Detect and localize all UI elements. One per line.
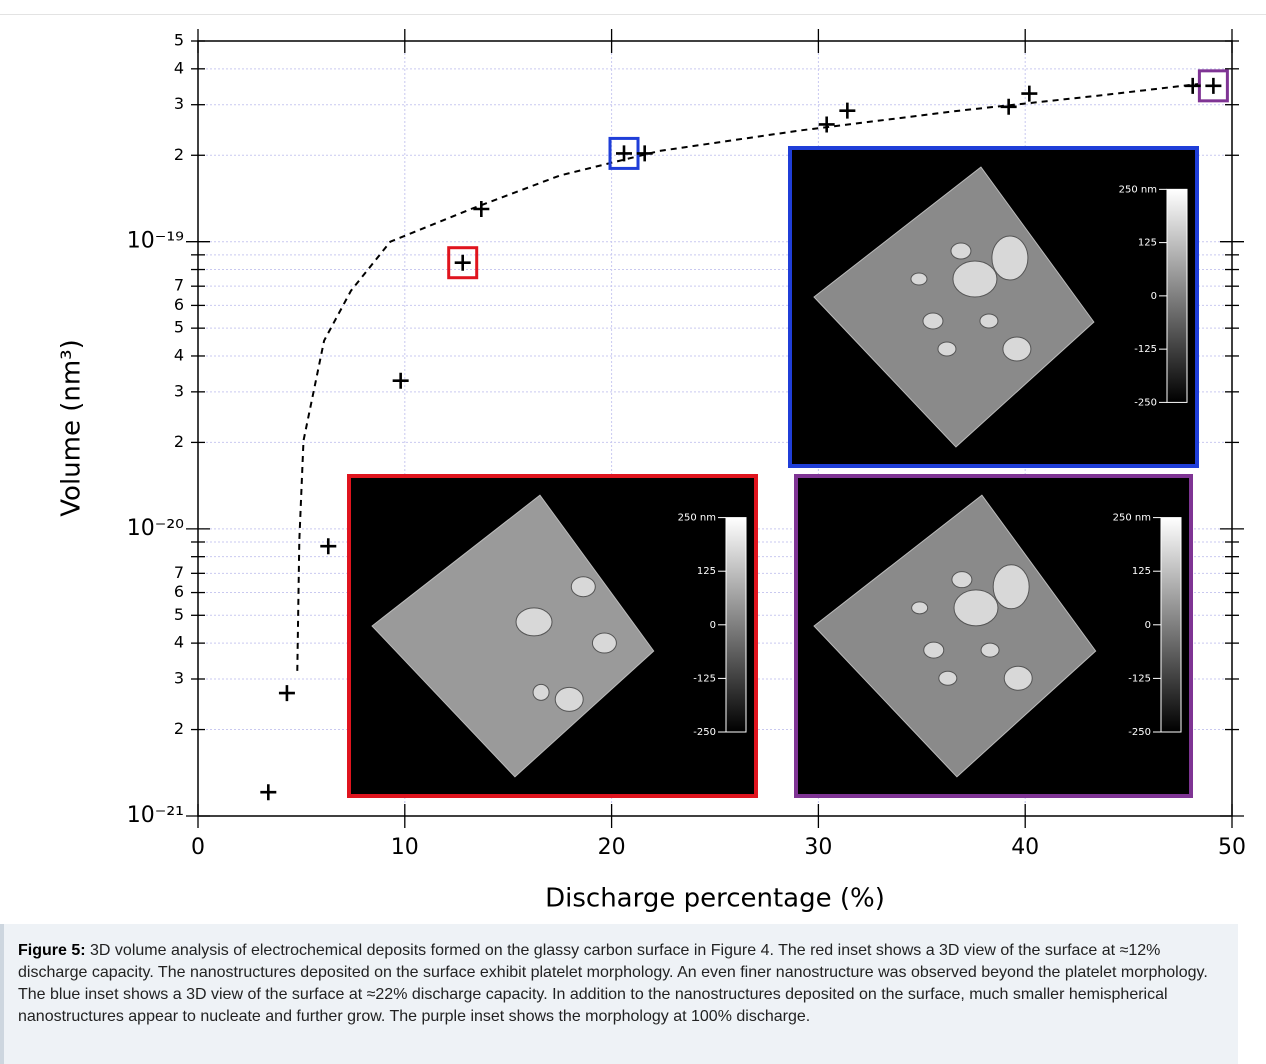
surface-feature: [954, 590, 998, 626]
inset: 250 nm 125 0 -125 -250: [349, 248, 756, 796]
caption-label: Figure 5:: [18, 942, 86, 959]
chart: Discharge percentage (%) Volume (nm³) 10…: [0, 14, 1266, 925]
colorbar-label: 125: [1138, 238, 1157, 249]
y-tick-label: 3: [174, 94, 184, 113]
y-tick-label: 5: [174, 605, 184, 624]
point: [279, 685, 295, 701]
y-tick-label: 4: [174, 58, 184, 77]
point: [393, 373, 409, 389]
y-tick-label: 3: [174, 381, 184, 400]
y-tick-label: 6: [174, 582, 184, 601]
colorbar-label: 0: [710, 620, 716, 631]
y-tick-label: 5: [174, 318, 184, 337]
colorbar-label: -250: [693, 727, 716, 738]
x-tick-label: 50: [1218, 835, 1246, 860]
point: [320, 538, 336, 554]
caption-text: 3D volume analysis of electrochemical de…: [18, 942, 1208, 1025]
surface-feature: [571, 577, 595, 597]
surface-feature: [516, 608, 552, 636]
surface-feature: [993, 565, 1029, 609]
colorbar-label: 250 nm: [1113, 513, 1151, 524]
y-tick-label: 7: [174, 563, 184, 582]
surface-feature: [911, 273, 927, 285]
y-tick-label: 7: [174, 276, 184, 295]
colorbar-label: 0: [1145, 620, 1151, 631]
y-tick-label: 10⁻²⁰: [127, 516, 184, 541]
point: [1021, 86, 1037, 102]
colorbar-label: 125: [1132, 566, 1151, 577]
x-tick-label: 40: [1011, 835, 1039, 860]
point: [1001, 99, 1017, 115]
colorbar-label: 125: [697, 566, 716, 577]
surface-feature: [555, 687, 583, 711]
surface-feature: [980, 314, 998, 328]
colorbar-label: 250 nm: [678, 513, 716, 524]
surface-feature: [992, 236, 1028, 280]
point: [839, 103, 855, 119]
point: [1205, 78, 1221, 94]
point: [819, 116, 835, 132]
surface-feature: [938, 342, 956, 356]
inset: 250 nm 125 0 -125 -250: [610, 138, 1197, 466]
y-tick-label: 4: [174, 345, 184, 364]
surface-feature: [533, 684, 549, 700]
point: [455, 255, 471, 271]
y-tick-label: 5: [174, 31, 184, 50]
surface-feature: [939, 671, 957, 685]
surface-feature: [592, 633, 616, 653]
surface-feature: [981, 643, 999, 657]
x-tick-label: 10: [391, 835, 419, 860]
page: Discharge percentage (%) Volume (nm³) 10…: [0, 0, 1266, 1064]
colorbar: [1161, 518, 1181, 732]
colorbar-label: -250: [1134, 397, 1157, 408]
colorbar: [1167, 189, 1187, 402]
caption: Figure 5: 3D volume analysis of electroc…: [0, 924, 1238, 1064]
x-tick-label: 20: [598, 835, 626, 860]
surface-feature: [924, 642, 944, 658]
y-axis-label: Volume (nm³): [57, 339, 87, 516]
y-tick-label: 10⁻¹⁹: [127, 229, 184, 254]
colorbar: [726, 518, 746, 732]
x-axis-label: Discharge percentage (%): [545, 884, 885, 914]
surface-feature: [952, 572, 972, 588]
surface-feature: [912, 602, 928, 614]
y-tick-label: 2: [174, 145, 184, 164]
y-tick-label: 2: [174, 719, 184, 738]
colorbar-label: -250: [1128, 727, 1151, 738]
colorbar-label: -125: [1128, 673, 1151, 684]
surface-feature: [1004, 666, 1032, 690]
x-tick-label: 30: [804, 835, 832, 860]
point: [260, 784, 276, 800]
surface-feature: [923, 313, 943, 329]
y-tick-label: 4: [174, 633, 184, 652]
y-tick-label: 2: [174, 432, 184, 451]
x-tick-label: 0: [191, 835, 205, 860]
y-tick-label: 3: [174, 668, 184, 687]
colorbar-label: -125: [1134, 344, 1157, 355]
surface-feature: [1003, 337, 1031, 361]
colorbar-label: 250 nm: [1119, 184, 1157, 195]
surface-feature: [951, 243, 971, 259]
colorbar-label: 0: [1151, 291, 1157, 302]
colorbar-label: -125: [693, 673, 716, 684]
y-tick-label: 10⁻²¹: [127, 803, 184, 828]
y-tick-label: 6: [174, 295, 184, 314]
surface-feature: [953, 261, 997, 297]
